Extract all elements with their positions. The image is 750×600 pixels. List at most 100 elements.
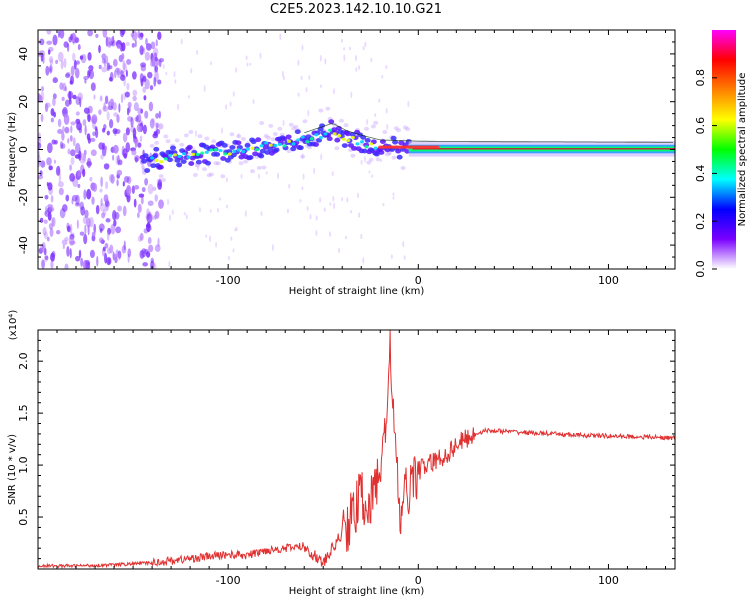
noise-blob (403, 255, 406, 260)
noise-blob (281, 70, 284, 78)
noise-blob (69, 135, 73, 142)
ridge-blob (392, 139, 399, 145)
noise-blob (323, 207, 326, 212)
noise-blob (90, 137, 96, 143)
noise-blob (113, 219, 117, 227)
halo-blob (149, 143, 155, 148)
noise-blob (105, 204, 109, 212)
noise-blob (100, 154, 104, 160)
noise-blob (168, 214, 171, 221)
noise-blob (114, 211, 120, 220)
halo-blob (277, 126, 283, 131)
noise-blob (140, 62, 147, 68)
noise-blob (120, 93, 124, 104)
halo-blob (192, 172, 198, 177)
noise-blob (83, 149, 87, 156)
noise-blob (46, 236, 50, 242)
noise-blob (112, 58, 118, 67)
noise-blob (98, 142, 104, 150)
noise-blob (145, 38, 148, 46)
noise-blob (49, 228, 54, 237)
noise-blob (57, 51, 64, 62)
noise-blob (139, 73, 144, 83)
noise-blob (144, 178, 149, 186)
noise-blob (108, 76, 113, 82)
noise-blob (127, 101, 132, 108)
noise-blob (48, 46, 54, 52)
noise-blob (144, 110, 149, 119)
noise-blob (237, 133, 240, 138)
ridge-core (250, 146, 255, 150)
noise-blob (99, 228, 103, 233)
noise-blob (42, 227, 47, 236)
noise-blob (105, 218, 111, 223)
noise-blob (299, 198, 302, 203)
noise-blob (126, 176, 132, 184)
noise-blob (257, 173, 260, 179)
noise-blob (113, 112, 119, 117)
noise-blob (39, 38, 45, 46)
noise-blob (84, 260, 88, 269)
noise-blob (102, 30, 108, 38)
noise-blob (110, 223, 116, 235)
noise-blob (143, 95, 147, 101)
noise-blob (187, 95, 190, 99)
noise-blob (39, 217, 44, 223)
noise-blob (341, 197, 344, 202)
noise-blob (102, 105, 109, 112)
ridge-core (200, 151, 205, 155)
noise-blob (215, 242, 218, 248)
noise-blob (40, 113, 44, 123)
noise-blob (65, 194, 70, 202)
noise-blob (282, 119, 285, 126)
noise-blob (69, 248, 72, 259)
noise-blob (131, 43, 135, 48)
noise-blob (111, 36, 114, 42)
snr-plot-area (38, 330, 675, 569)
ridge-blob (220, 156, 227, 161)
ridge-core (168, 153, 173, 158)
noise-blob (104, 145, 108, 151)
halo-blob (183, 133, 189, 138)
spectrogram-field (38, 30, 675, 269)
noise-blob (195, 130, 198, 137)
noise-blob (61, 131, 65, 141)
halo-blob (288, 122, 294, 127)
noise-blob (158, 110, 161, 119)
noise-blob (86, 217, 91, 228)
noise-blob (95, 204, 100, 215)
noise-blob (61, 108, 68, 115)
noise-blob (123, 63, 127, 73)
noise-blob (343, 47, 346, 51)
y-tick-label: -40 (17, 236, 30, 254)
noise-blob (319, 197, 322, 203)
noise-blob (185, 214, 188, 220)
noise-blob (106, 111, 110, 121)
noise-blob (122, 60, 126, 71)
noise-blob (125, 69, 128, 78)
ridge-core (337, 134, 342, 138)
noise-blob (145, 225, 152, 232)
ridge-blob (252, 151, 259, 157)
halo-blob (382, 129, 388, 134)
ridge-core (318, 136, 323, 140)
noise-blob (68, 90, 72, 102)
noise-blob (141, 164, 145, 170)
noise-blob (151, 117, 155, 124)
ridge-blob (395, 148, 402, 154)
noise-blob (246, 62, 249, 67)
noise-blob (75, 255, 81, 262)
halo-blob (158, 174, 164, 179)
ridge-blob (285, 134, 292, 140)
ridge-blob (204, 160, 211, 166)
noise-blob (133, 102, 139, 112)
noise-blob (77, 92, 83, 102)
noise-blob (71, 198, 74, 205)
noise-blob (168, 260, 171, 268)
noise-blob (174, 79, 177, 84)
ridge-blob (334, 137, 341, 143)
noise-blob (385, 107, 388, 114)
noise-blob (103, 124, 107, 131)
noise-blob (38, 155, 41, 165)
noise-blob (100, 176, 103, 188)
